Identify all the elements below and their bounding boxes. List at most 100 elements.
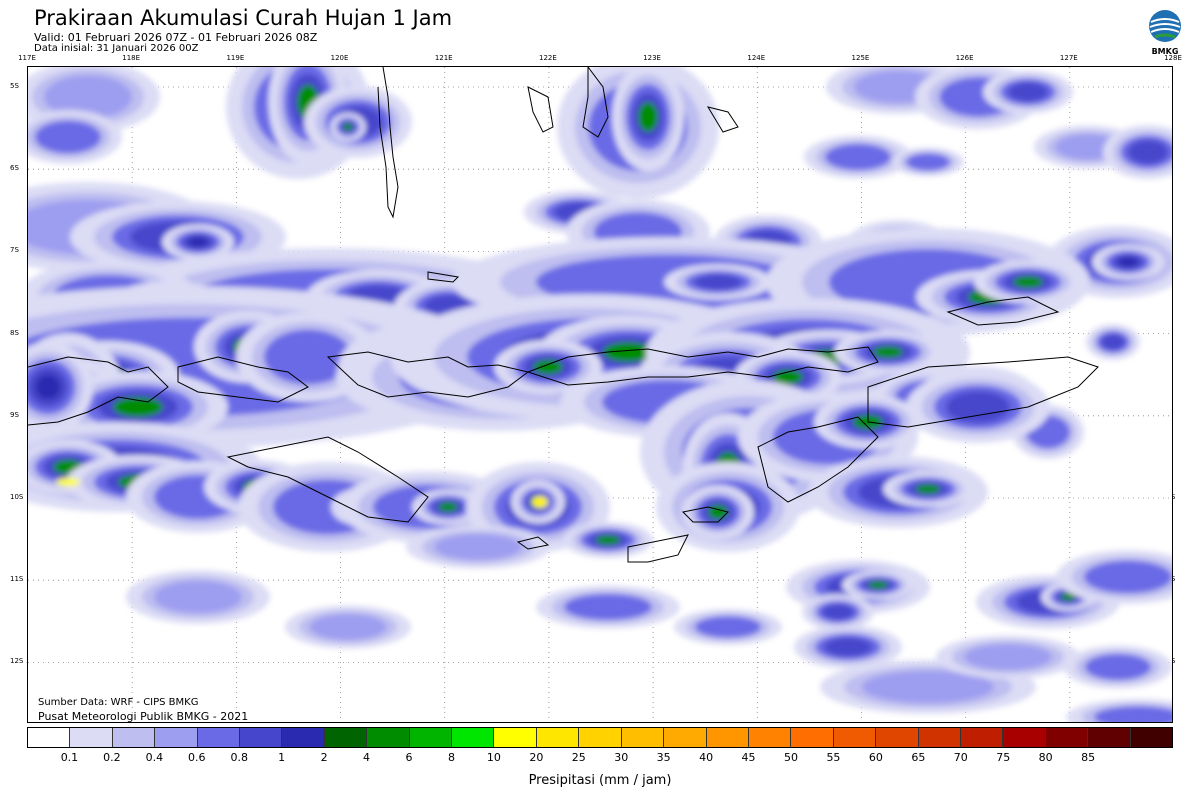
rain-cell [868, 581, 888, 589]
map-credit: Pusat Meteorologi Publik BMKG - 2021 [38, 710, 249, 723]
coastline [516, 536, 550, 550]
colorbar-swatch [1088, 728, 1131, 747]
rain-cell [1108, 569, 1148, 585]
colorbar-label: 70 [953, 751, 968, 764]
colorbar-unit: Presipitasi (mm / jam) [528, 773, 672, 788]
longitude-label: 122E [539, 54, 557, 62]
colorbar-swatch [112, 728, 156, 747]
coastline [226, 436, 429, 523]
colorbar-swatch [409, 728, 453, 747]
rain-cell [828, 607, 848, 617]
data-source: Sumber Data: WRF - CIPS BMKG [38, 697, 199, 708]
latitude-label: 11S [10, 575, 24, 584]
colorbar-swatch [1045, 728, 1089, 747]
colorbar-label: 40 [699, 751, 714, 764]
rain-cell [595, 535, 621, 545]
colorbar-swatch [240, 728, 283, 747]
rain-core [536, 499, 544, 505]
colorbar-label: 25 [571, 751, 586, 764]
rain-cell [178, 589, 218, 605]
colorbar-swatch [791, 728, 834, 747]
latitude-label: 10S [10, 493, 24, 501]
colorbar-label: 6 [405, 751, 413, 764]
colorbar-label: 55 [826, 751, 841, 764]
colorbar-swatch [960, 728, 1004, 747]
rain-cell [68, 87, 108, 107]
rain-cell [288, 344, 328, 370]
coastline [582, 67, 609, 138]
coastline [627, 534, 689, 563]
colorbar-swatch [918, 728, 961, 747]
bmkg-logo-icon: BMKG [1143, 8, 1187, 58]
colorbar-label: 80 [1038, 751, 1053, 764]
colorbar-swatch [579, 728, 622, 747]
colorbar-label: 0.4 [145, 751, 164, 764]
rain-cell [188, 237, 208, 247]
rain-cell [533, 359, 563, 375]
longitude-label: 117E [18, 54, 36, 62]
rain-cell [1118, 712, 1158, 722]
latitude-label: 7S [10, 246, 19, 255]
colorbar-swatch [876, 728, 919, 747]
logo-label: BMKG [1152, 47, 1179, 56]
coastline [427, 271, 460, 283]
colorbar-label: 0.2 [103, 751, 121, 764]
rain-cell [843, 151, 873, 163]
coastline [527, 86, 554, 133]
rainfall-map [27, 66, 1173, 723]
rain-cell [833, 641, 863, 653]
coastlines [28, 67, 1099, 563]
longitude-label: 126E [955, 54, 974, 62]
longitude-label: 125E [851, 54, 870, 62]
rain-cell [958, 397, 998, 417]
colorbar-swatch [155, 728, 198, 747]
longitude-label: 123E [643, 54, 661, 62]
longitude-label: 120E [330, 54, 349, 62]
longitude-label: 124E [747, 54, 766, 62]
rain-cell [1073, 141, 1103, 153]
colorbar-swatch [452, 728, 495, 747]
colorbar-swatch [1003, 728, 1046, 747]
colorbar-label: 0.1 [60, 751, 79, 764]
colorbar-swatch [70, 728, 113, 747]
colorbar-label: 75 [996, 751, 1011, 764]
rain-cell [918, 158, 938, 166]
rain-cell [1105, 337, 1121, 347]
latitude-label: 8S [10, 328, 19, 337]
colorbar-swatch [748, 728, 792, 747]
coastline [177, 356, 309, 403]
rain-cell [53, 129, 83, 145]
latitude-label: 9S [10, 410, 19, 419]
colorbar-label: 65 [911, 751, 926, 764]
rain-cell [898, 679, 958, 695]
rain-cell [1135, 144, 1161, 160]
rain-cell [330, 621, 366, 633]
longitude-label: 128E [1164, 54, 1182, 62]
colorbar-swatch [621, 728, 665, 747]
colorbar-label: 8 [447, 751, 455, 764]
rain-cell [1013, 276, 1043, 288]
coastline [681, 506, 729, 523]
latitude-label: 5S [10, 82, 19, 90]
coastline [867, 356, 1099, 428]
latitude-label: 6S [10, 164, 19, 173]
colorbar-swatch [197, 728, 241, 747]
colorbar-label: 0.6 [188, 751, 206, 764]
colorbar-swatch [28, 728, 71, 747]
longitude-label: 121E [434, 54, 453, 62]
rain-cell [603, 342, 653, 362]
longitude-label: 119E [226, 54, 245, 62]
coastline [757, 416, 879, 503]
longitude-label: 118E [122, 54, 141, 62]
rain-cell [773, 369, 803, 385]
colorbar-swatch [833, 728, 877, 747]
rain-cell [618, 223, 658, 241]
colorbar [27, 727, 1173, 748]
longitude-label: 127E [1059, 54, 1078, 62]
rain-cell [708, 504, 728, 520]
rain-core [56, 478, 80, 486]
rain-cell [1118, 257, 1138, 267]
rain-cell [343, 123, 353, 131]
colorbar-swatch [324, 728, 368, 747]
colorbar-label: 60 [868, 751, 883, 764]
